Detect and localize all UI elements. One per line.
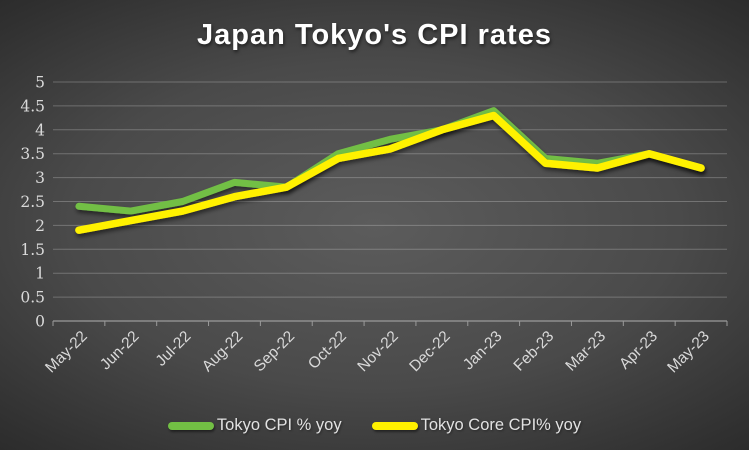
y-axis-label: 4.5	[20, 97, 45, 115]
x-axis-label: Jun-22	[97, 328, 143, 374]
legend: Tokyo CPI % yoy Tokyo Core CPI% yoy	[0, 416, 749, 435]
y-axis-label: 3.5	[20, 145, 45, 163]
y-axis-label: 4	[35, 121, 45, 139]
x-axis-label: Apr-23	[616, 328, 661, 373]
legend-swatch-tokyo-cpi-icon	[167, 421, 214, 430]
y-axis-label: 2.5	[20, 193, 45, 211]
y-axis-label: 2	[35, 217, 45, 235]
chart-title: Japan Tokyo's CPI rates	[197, 19, 552, 51]
legend-swatch-tokyo-core-cpi-icon	[371, 421, 418, 430]
x-axis-label: Dec-22	[406, 328, 453, 375]
y-axis-label: 1.5	[20, 241, 45, 259]
x-axis-label: Sep-22	[251, 328, 298, 375]
x-axis-label: Jan-23	[460, 328, 506, 374]
x-axis-label: Oct-22	[305, 328, 350, 373]
x-axis-label: May-22	[42, 328, 91, 377]
y-axis-label: 3	[35, 169, 45, 187]
y-axis-label: 5	[35, 74, 45, 92]
x-axis-label: Mar-23	[562, 328, 609, 375]
series-line-tokyo-core-cpi	[75, 111, 705, 234]
y-axis-label: 0.5	[20, 289, 45, 307]
legend-label-tokyo-cpi: Tokyo CPI % yoy	[216, 416, 342, 434]
x-axis-label: Nov-22	[354, 328, 401, 375]
legend-label-tokyo-core-cpi: Tokyo Core CPI% yoy	[420, 416, 582, 434]
y-axis-label: 0	[35, 313, 45, 331]
x-axis-label: May-23	[664, 328, 713, 377]
series-line-tokyo-cpi	[75, 107, 705, 215]
legend-item-tokyo-cpi: Tokyo CPI % yoy	[167, 416, 342, 435]
x-axis-label: Jul-22	[153, 328, 195, 370]
x-axis-label: Feb-23	[511, 328, 558, 375]
x-axis-label: Aug-22	[199, 328, 246, 375]
y-axis-label: 1	[35, 265, 45, 283]
legend-item-tokyo-core-cpi: Tokyo Core CPI% yoy	[371, 416, 582, 435]
